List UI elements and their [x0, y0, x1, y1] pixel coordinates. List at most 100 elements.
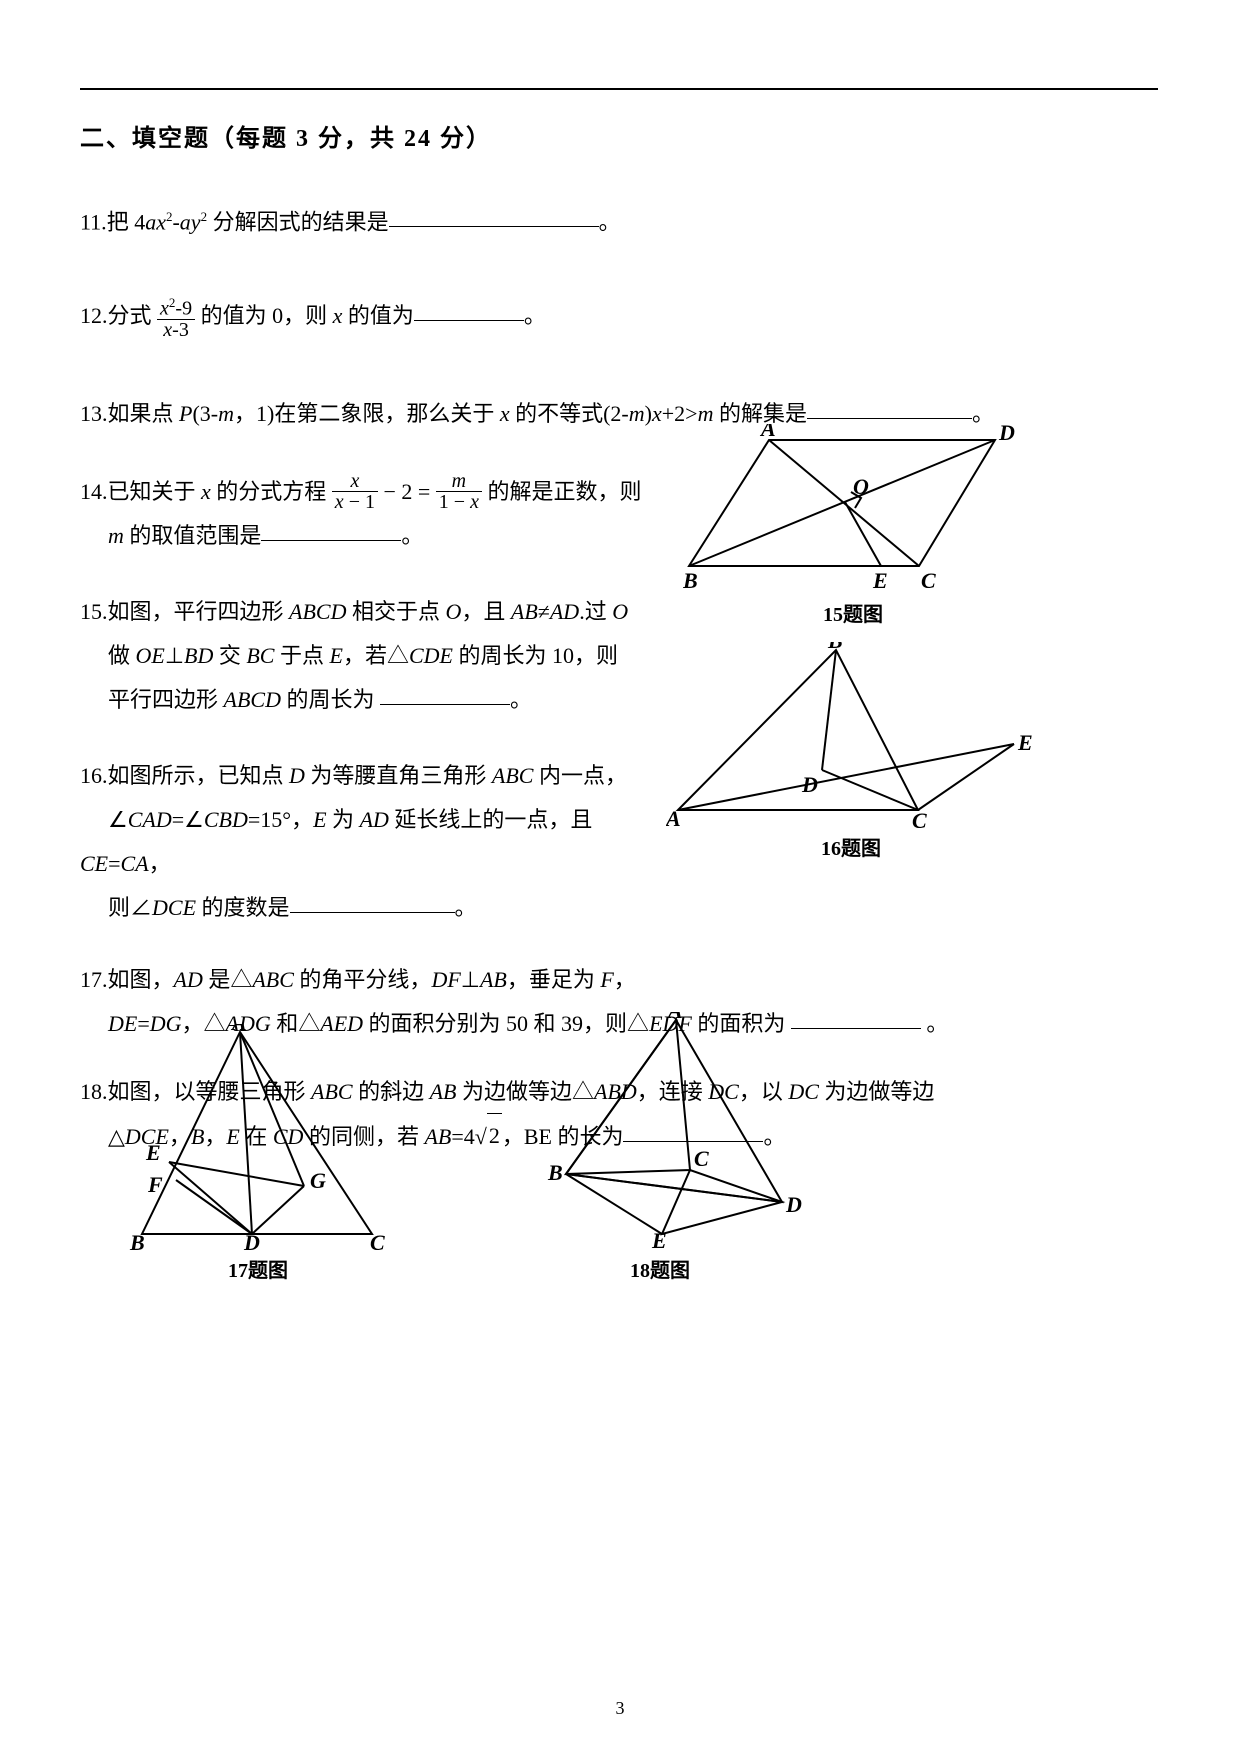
- q16-l2e: 延长线上的一点，且: [389, 807, 593, 832]
- q15-period: 。: [510, 687, 532, 712]
- svg-text:D: D: [785, 1192, 802, 1217]
- q16-AD: AD: [360, 807, 389, 832]
- q15-OE: OE: [136, 643, 165, 668]
- q16-D: D: [289, 763, 305, 788]
- q13-pre: 如果点: [108, 401, 180, 426]
- q15-number: 15.: [80, 599, 108, 624]
- q17-perp: ⊥: [461, 967, 480, 992]
- q12-period: 。: [524, 303, 546, 328]
- page-number: 3: [0, 1698, 1240, 1719]
- q16-E: E: [313, 807, 326, 832]
- q17-period: 。: [921, 1011, 949, 1036]
- q16-ABC: ABC: [492, 763, 534, 788]
- q15-line3: 平行四边形 ABCD 的周长为 。: [80, 687, 532, 712]
- q16-CE: CE: [80, 851, 108, 876]
- svg-text:D: D: [243, 1230, 260, 1250]
- q16-l2d: 为: [327, 807, 360, 832]
- q16-line3: 则∠DCE 的度数是。: [80, 895, 477, 920]
- q15-l1a: 如图，平行四边形: [108, 599, 290, 624]
- figure-18-label: 18题图: [502, 1254, 818, 1283]
- figure-17-svg: A B C D E F G: [124, 1024, 392, 1250]
- figure-16-label: 16题图: [666, 832, 1036, 861]
- q13-period: 。: [972, 401, 994, 426]
- q12-mid: 的值为 0，则: [201, 303, 333, 328]
- q17-AD: AD: [174, 967, 203, 992]
- q16-CBD: CBD: [204, 807, 248, 832]
- q17-AB: AB: [480, 967, 507, 992]
- svg-text:G: G: [310, 1168, 326, 1193]
- q18-AB2: AB: [424, 1124, 451, 1149]
- q16-l1b: 为等腰直角三角形: [305, 763, 492, 788]
- q18-sqrt: 2: [475, 1114, 502, 1159]
- q17-ABC: ABC: [252, 967, 294, 992]
- q15-l2d: ，若△: [343, 643, 409, 668]
- q15-neq: ≠: [538, 599, 550, 624]
- q14-frac1: x x − 1: [332, 471, 378, 512]
- q18-sqrt-rad: 2: [487, 1113, 502, 1158]
- q11-period: 。: [599, 209, 621, 234]
- q12-frac-num: x2-9: [157, 293, 195, 320]
- svg-text:A: A: [666, 806, 681, 828]
- q14-period: 。: [401, 523, 423, 548]
- q17-number: 17.: [80, 967, 108, 992]
- figure-16: B A C D E 16题图: [666, 642, 1036, 861]
- question-15: 15.如图，平行四边形 ABCD 相交于点 O，且 AB≠AD.过 O 做 OE…: [80, 590, 660, 722]
- q14-indent: m 的取值范围是。: [80, 523, 423, 548]
- q15-O2: O: [612, 599, 628, 624]
- q16-l1a: 如图所示，已知点: [108, 763, 290, 788]
- question-12: 12.分式 x2-9 x-3 的值为 0，则 x 的值为。: [80, 294, 1158, 341]
- svg-text:D: D: [801, 772, 818, 797]
- q17-l1e: ，: [614, 967, 636, 992]
- q15-AD: AD: [550, 599, 579, 624]
- figure-15-svg: A D B C E O: [683, 424, 1023, 594]
- q14-blank: [261, 518, 401, 541]
- q15-perp: ⊥: [165, 643, 184, 668]
- q16-number: 16.: [80, 763, 108, 788]
- svg-text:A: A: [230, 1024, 247, 1035]
- q14-l1pre: 已知关于: [108, 479, 202, 504]
- q14-number: 14.: [80, 479, 108, 504]
- q16-period: 。: [455, 895, 477, 920]
- q12-post: 的值为: [342, 303, 414, 328]
- q18-number: 18.: [80, 1079, 108, 1104]
- q11-ay: ay: [180, 209, 201, 234]
- q17-l1d: ，垂足为: [507, 967, 601, 992]
- q14-f1n: x: [332, 471, 378, 492]
- q17-DF: DF: [431, 967, 460, 992]
- q14-l1post: 的解是正数，则: [487, 479, 641, 504]
- q15-AB: AB: [511, 599, 538, 624]
- svg-text:E: E: [1017, 730, 1033, 755]
- q11-ax: ax: [145, 209, 166, 234]
- q11-number: 11.: [80, 209, 107, 234]
- svg-text:C: C: [912, 808, 927, 828]
- q13-mid4: +2>: [662, 401, 698, 426]
- q13-mid2: 的不等式(2-: [510, 401, 629, 426]
- q14-f2d: 1 − x: [436, 492, 482, 512]
- svg-text:A: A: [759, 424, 776, 441]
- q16-CA: CA: [121, 851, 149, 876]
- q16-DCE: DCE: [152, 895, 196, 920]
- q15-ABCD2: ABCD: [224, 687, 281, 712]
- q14-f1d: x − 1: [332, 492, 378, 512]
- q15-l1b: 相交于点: [346, 599, 445, 624]
- q16-l2c: =15°，: [248, 807, 313, 832]
- q13-x: x: [500, 401, 510, 426]
- q16-l1c: 内一点，: [533, 763, 627, 788]
- q13-m3: m: [698, 401, 714, 426]
- svg-text:B: B: [129, 1230, 145, 1250]
- svg-text:B: B: [547, 1160, 563, 1185]
- q13-m2: m: [629, 401, 645, 426]
- question-14: 14.已知关于 x 的分式方程 x x − 1 − 2 = m 1 − x 的解…: [80, 470, 670, 558]
- q15-l1c: ，且: [461, 599, 511, 624]
- svg-text:C: C: [921, 568, 936, 593]
- worksheet-page: 二、填空题（每题 3 分，共 24 分） 11.把 4ax2-ay2 分解因式的…: [0, 0, 1240, 1753]
- q12-pre: 分式: [108, 303, 152, 328]
- q15-ABCD: ABCD: [289, 599, 346, 624]
- q11-blank: [389, 204, 599, 227]
- q16-eq: =: [108, 851, 120, 876]
- q13-post: 的解集是: [713, 401, 807, 426]
- q11-post: 分解因式的结果是: [207, 209, 389, 234]
- q16-l3b: 的度数是: [196, 895, 290, 920]
- q18-AB: AB: [430, 1079, 457, 1104]
- svg-text:F: F: [147, 1172, 163, 1197]
